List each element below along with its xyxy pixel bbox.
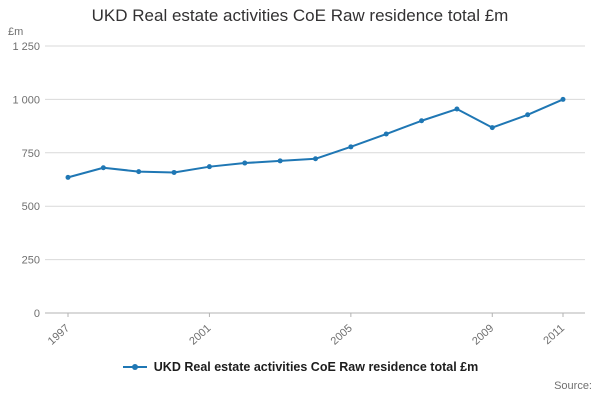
x-axis-tick-label: 2001: [187, 322, 213, 347]
x-axis-tick-label: 2005: [329, 322, 355, 347]
y-axis-tick-label: 1 000: [12, 94, 40, 106]
data-point: [383, 131, 389, 137]
y-axis-tick-label: 250: [22, 255, 40, 267]
data-point: [100, 165, 106, 171]
data-point: [242, 160, 248, 166]
source-label: Source:: [554, 380, 592, 392]
data-point: [489, 125, 495, 131]
data-point: [525, 112, 531, 118]
data-line: [67, 98, 564, 179]
data-point: [65, 174, 71, 180]
chart-title: UKD Real estate activities CoE Raw resid…: [91, 6, 509, 25]
y-axis-tick-label: 750: [22, 148, 40, 160]
y-axis-tick-label: 1 250: [12, 41, 40, 53]
x-axis-tick-label: 2011: [541, 322, 567, 347]
data-point: [136, 169, 142, 175]
data-point: [348, 144, 354, 150]
y-axis-unit-label: £m: [8, 26, 24, 38]
data-point: [206, 164, 212, 170]
y-axis-tick-label: 0: [34, 308, 40, 320]
legend-line-marker: [122, 364, 147, 370]
data-point: [277, 158, 283, 164]
data-point: [419, 118, 425, 124]
y-axis-tick-label: 500: [22, 201, 40, 213]
data-point: [171, 169, 177, 175]
data-point: [560, 96, 566, 102]
legend-label: UKD Real estate activities CoE Raw resid…: [153, 360, 479, 374]
line-chart: 0 250 500 750 1 000 1 250 1997 2001 2005 2009 2011: [12, 41, 585, 348]
data-point: [454, 106, 460, 112]
x-axis-tick-label: 1997: [46, 322, 72, 347]
legend: UKD Real estate activities CoE Raw resid…: [0, 360, 600, 374]
legend-dot: [131, 364, 138, 370]
data-point: [313, 156, 318, 162]
x-axis-tick-label: 2009: [470, 322, 496, 347]
